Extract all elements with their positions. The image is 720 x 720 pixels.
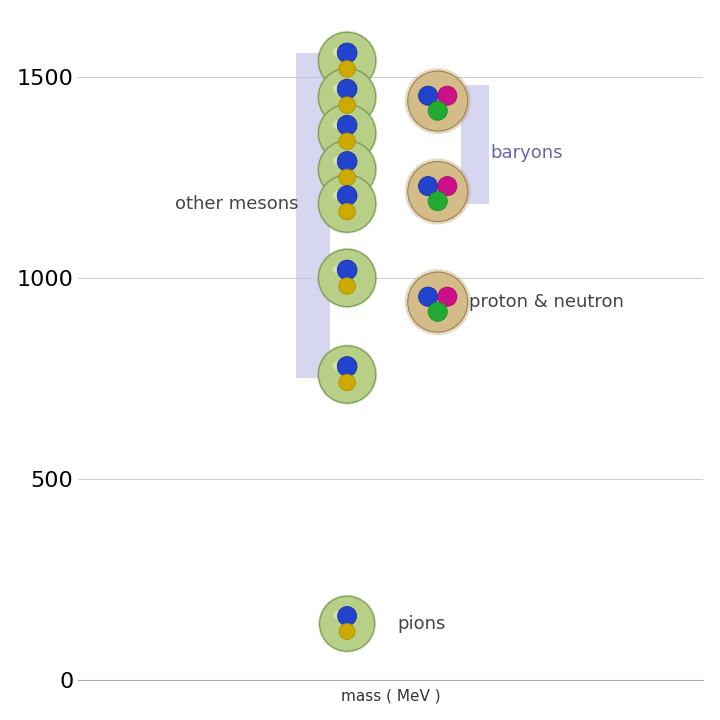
Bar — [296, 53, 330, 379]
Ellipse shape — [337, 151, 357, 171]
Text: pions: pions — [397, 615, 446, 633]
Ellipse shape — [333, 264, 347, 274]
Ellipse shape — [424, 89, 439, 98]
Ellipse shape — [338, 606, 356, 626]
Text: other mesons: other mesons — [175, 194, 299, 212]
Ellipse shape — [333, 361, 347, 371]
Ellipse shape — [418, 287, 438, 306]
Ellipse shape — [408, 71, 468, 131]
Ellipse shape — [405, 269, 471, 335]
Ellipse shape — [317, 31, 377, 91]
Ellipse shape — [333, 156, 347, 166]
Bar — [462, 85, 490, 204]
Ellipse shape — [418, 86, 438, 105]
Ellipse shape — [428, 302, 447, 321]
Text: baryons: baryons — [491, 144, 563, 162]
Ellipse shape — [333, 190, 347, 200]
Text: proton & neutron: proton & neutron — [469, 293, 624, 311]
Ellipse shape — [339, 96, 356, 113]
Ellipse shape — [339, 133, 356, 150]
Ellipse shape — [337, 43, 357, 63]
Ellipse shape — [318, 595, 376, 652]
Ellipse shape — [339, 203, 356, 220]
Ellipse shape — [405, 158, 471, 225]
Ellipse shape — [337, 79, 357, 99]
Ellipse shape — [424, 290, 439, 299]
Ellipse shape — [428, 192, 447, 211]
Ellipse shape — [318, 104, 376, 162]
Ellipse shape — [333, 120, 347, 130]
Ellipse shape — [337, 260, 357, 280]
Ellipse shape — [408, 161, 468, 222]
Ellipse shape — [418, 176, 438, 196]
Ellipse shape — [339, 278, 356, 294]
Ellipse shape — [317, 67, 377, 127]
Ellipse shape — [320, 596, 374, 651]
Ellipse shape — [318, 32, 376, 89]
Ellipse shape — [317, 103, 377, 163]
Ellipse shape — [428, 101, 447, 120]
Ellipse shape — [318, 68, 376, 126]
Ellipse shape — [337, 186, 357, 205]
Ellipse shape — [405, 68, 471, 134]
Ellipse shape — [408, 272, 468, 332]
Ellipse shape — [318, 175, 376, 233]
Ellipse shape — [438, 86, 457, 105]
Ellipse shape — [318, 249, 376, 307]
Ellipse shape — [317, 140, 377, 199]
Ellipse shape — [337, 356, 357, 377]
Ellipse shape — [339, 624, 355, 639]
Ellipse shape — [317, 248, 377, 308]
Ellipse shape — [339, 169, 356, 186]
Ellipse shape — [339, 374, 356, 391]
Ellipse shape — [317, 344, 377, 405]
Ellipse shape — [317, 174, 377, 233]
Ellipse shape — [339, 60, 356, 77]
Ellipse shape — [318, 346, 376, 403]
Ellipse shape — [438, 176, 457, 196]
X-axis label: mass ( MeV ): mass ( MeV ) — [341, 688, 441, 703]
Ellipse shape — [333, 84, 347, 94]
Ellipse shape — [337, 115, 357, 135]
Ellipse shape — [424, 179, 439, 189]
Ellipse shape — [333, 611, 347, 620]
Ellipse shape — [438, 287, 457, 306]
Ellipse shape — [333, 48, 347, 58]
Ellipse shape — [318, 141, 376, 198]
